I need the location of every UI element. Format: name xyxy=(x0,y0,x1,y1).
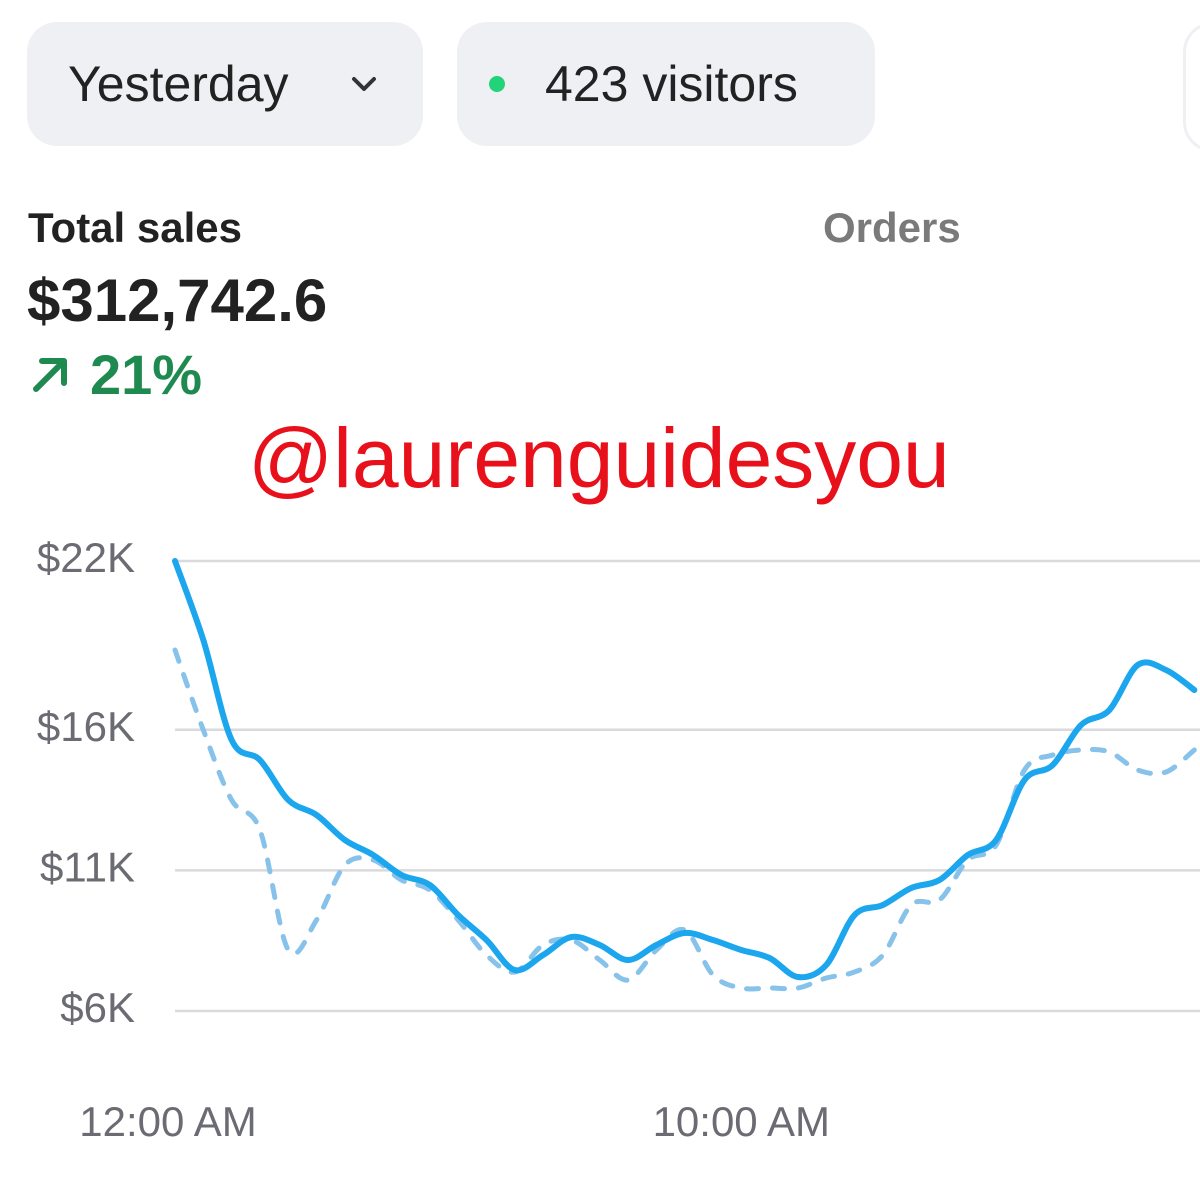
chart: $6K $11K $16K $22K 12:00 AM 10:00 AM xyxy=(37,534,1200,1145)
period-label: Yesterday xyxy=(68,56,289,112)
metric-label[interactable]: Total sales xyxy=(28,204,242,251)
metric-value: $312,742.6 xyxy=(27,267,328,334)
period-selector[interactable]: Yesterday xyxy=(27,22,423,146)
chevron-icon xyxy=(352,77,376,91)
y-tick-label: $16K xyxy=(37,703,135,750)
y-tick-label: $6K xyxy=(60,984,135,1031)
more-pill[interactable] xyxy=(1183,22,1200,152)
orders-tab[interactable]: Orders xyxy=(823,204,961,251)
series-line xyxy=(172,558,1198,981)
x-tick-label: 10:00 AM xyxy=(653,1098,830,1145)
watermark: @laurenguidesyou xyxy=(248,411,950,505)
change-percent: 21% xyxy=(90,343,203,406)
visitors-label: 423 visitors xyxy=(545,56,798,112)
series-line xyxy=(172,647,1197,992)
y-tick-label: $11K xyxy=(40,843,135,890)
trend-arrow xyxy=(33,358,67,392)
live-dot xyxy=(489,76,505,92)
y-tick-label: $22K xyxy=(37,534,135,581)
visitors-pill[interactable]: 423 visitors xyxy=(457,22,875,146)
x-tick-label: 12:00 AM xyxy=(79,1098,256,1145)
